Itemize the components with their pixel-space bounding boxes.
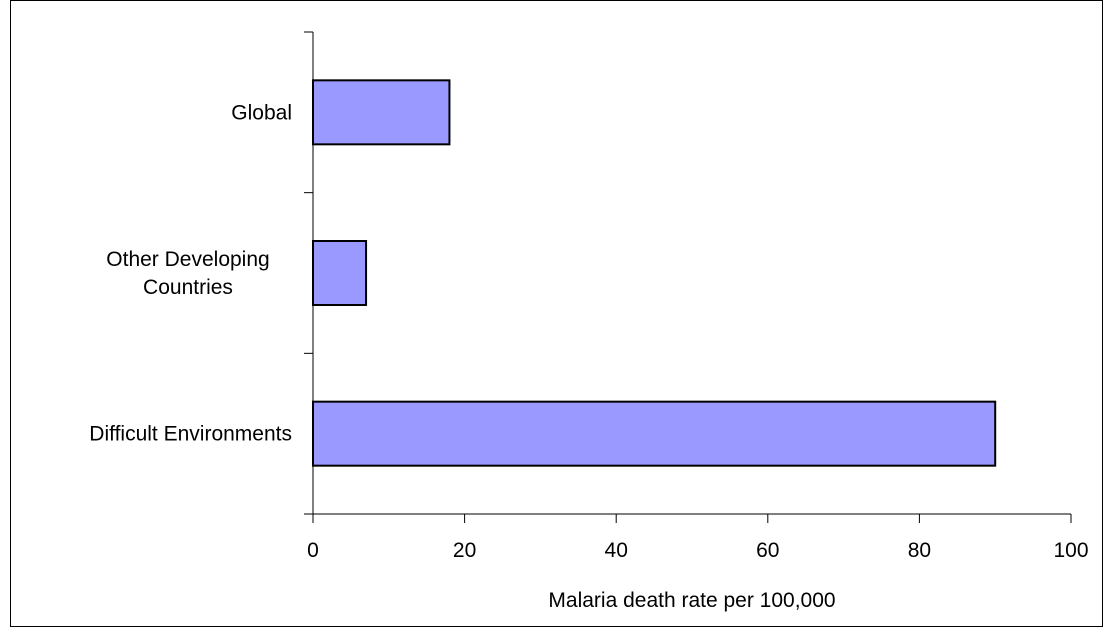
x-tick-label: 0 <box>307 539 319 562</box>
x-ticks-layer: 0 20 40 60 80 100 <box>307 514 1089 562</box>
x-tick-label: 60 <box>756 539 779 562</box>
bar-difficult-environments <box>312 400 997 467</box>
x-tick-label: 100 <box>1053 539 1088 562</box>
x-tick-label: 20 <box>453 539 476 562</box>
axes-layer <box>304 32 1071 515</box>
category-label-line: Other Developing <box>106 248 269 271</box>
category-label-line: Countries <box>143 276 233 299</box>
x-tick-label: 80 <box>908 539 931 562</box>
bars-layer <box>312 79 997 467</box>
category-label-difficult-environments: Difficult Environments <box>89 423 292 446</box>
bar-other-developing-countries <box>312 240 368 306</box>
x-tick-label: 40 <box>605 539 628 562</box>
category-label-global: Global <box>231 101 292 124</box>
bar-global <box>312 79 451 146</box>
y-ticks-layer <box>304 31 313 515</box>
category-labels-layer: Global Other Developing Countries Difficult… <box>89 101 292 445</box>
x-axis-title: Malaria death rate per 100,000 <box>548 589 835 612</box>
category-label-line: Difficult Environments <box>89 423 292 446</box>
category-label-other-developing-countries: Other Developing Countries <box>106 248 269 299</box>
category-label-line: Global <box>231 101 292 124</box>
chart-frame <box>10 0 1103 627</box>
